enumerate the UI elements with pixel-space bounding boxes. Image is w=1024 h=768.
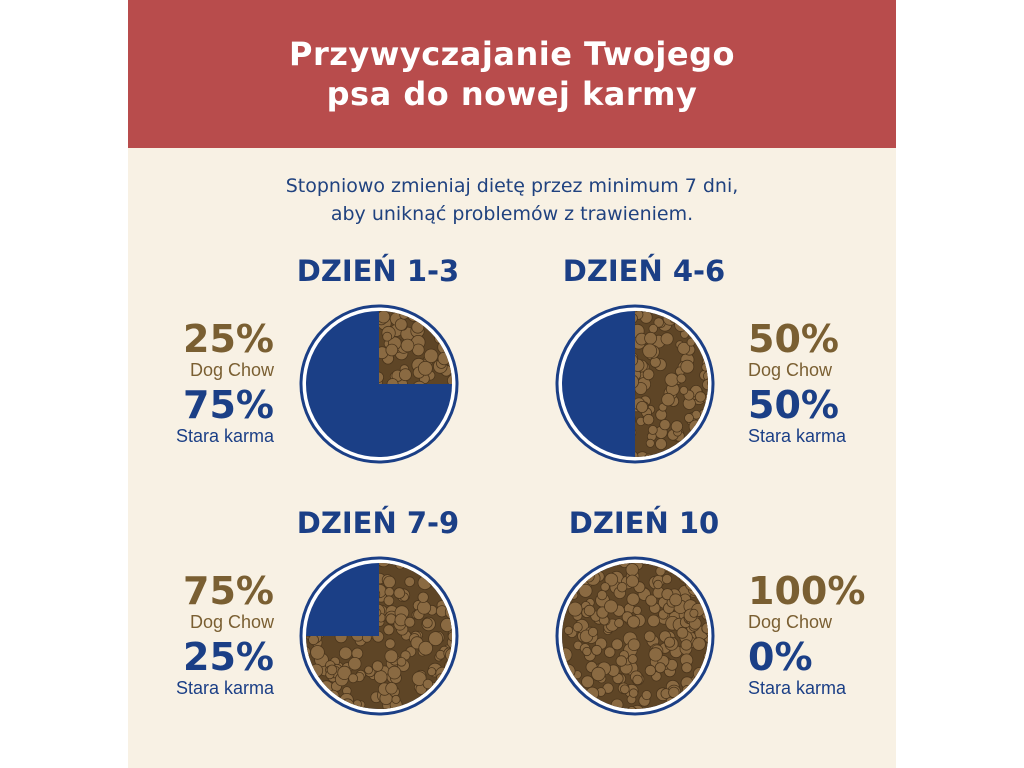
stage-3-pie xyxy=(299,556,459,716)
dog-chow-slice xyxy=(562,563,708,709)
day-title-7-9: DZIEŃ 7-9 xyxy=(296,506,460,540)
stage-3-labels: 75% Dog Chow 25% Stara karma xyxy=(104,570,274,698)
stage-2-new-percent: 50% xyxy=(748,317,839,361)
day-title-4-6: DZIEŃ 4-6 xyxy=(562,254,726,288)
stage-2-old-name: Stara karma xyxy=(748,426,847,446)
subtitle-line-1: Stopniowo zmieniaj dietę przez minimum 7… xyxy=(285,175,739,197)
title-line-1: Przywyczajanie Twojego xyxy=(289,35,735,73)
stage-1-pie xyxy=(299,304,459,464)
stage-4-new-name: Dog Chow xyxy=(748,612,833,632)
infographic-panel: Przywyczajanie Twojego psa do nowej karm… xyxy=(128,0,896,768)
stage-3-new-name: Dog Chow xyxy=(189,612,274,632)
stage-3-new-percent: 75% xyxy=(183,569,274,613)
day-title-10: DZIEŃ 10 xyxy=(568,506,720,540)
stage-4-old-percent: 0% xyxy=(748,635,813,679)
day-title-1-3: DZIEŃ 1-3 xyxy=(296,254,460,288)
stage-2-labels: 50% Dog Chow 50% Stara karma xyxy=(748,318,918,446)
stage-1-old-name: Stara karma xyxy=(175,426,274,446)
stage-4-old-name: Stara karma xyxy=(748,678,847,698)
stage-2-pie xyxy=(555,304,715,464)
stage-3-old-name: Stara karma xyxy=(175,678,274,698)
stage-2-old-percent: 50% xyxy=(748,383,839,427)
stage-4-new-percent: 100% xyxy=(748,569,866,613)
stage-2-new-name: Dog Chow xyxy=(748,360,833,380)
subtitle: Stopniowo zmieniaj dietę przez minimum 7… xyxy=(128,172,896,228)
header-banner: Przywyczajanie Twojego psa do nowej karm… xyxy=(128,0,896,148)
subtitle-line-2: aby uniknąć problemów z trawieniem. xyxy=(330,203,694,225)
stage-1-new-name: Dog Chow xyxy=(189,360,274,380)
title-line-2: psa do nowej karmy xyxy=(326,75,698,113)
stage-4-labels: 100% Dog Chow 0% Stara karma xyxy=(748,570,918,698)
stage-1-old-percent: 75% xyxy=(183,383,274,427)
stage-4-pie xyxy=(555,556,715,716)
stage-1-new-percent: 25% xyxy=(183,317,274,361)
stage-1-labels: 25% Dog Chow 75% Stara karma xyxy=(104,318,274,446)
stage-3-old-percent: 25% xyxy=(183,635,274,679)
